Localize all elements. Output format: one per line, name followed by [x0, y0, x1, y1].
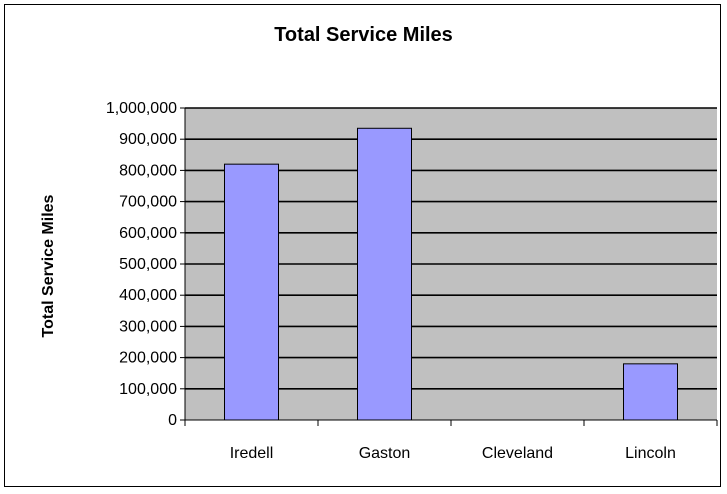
x-tick-label: Iredell [230, 445, 274, 462]
y-tick-label: 900,000 [119, 131, 177, 148]
y-tick-label: 700,000 [119, 194, 177, 211]
x-tick-label: Cleveland [482, 445, 553, 462]
axes [180, 107, 718, 426]
y-tick-label: 400,000 [119, 287, 177, 304]
y-tick-label: 1,000,000 [106, 100, 177, 117]
x-tick-label: Lincoln [625, 445, 676, 462]
y-tick-label: 300,000 [119, 318, 177, 335]
y-tick-label: 100,000 [119, 381, 177, 398]
bar-iredell [224, 163, 279, 421]
bar-gaston [357, 127, 412, 421]
chart-title: Total Service Miles [274, 24, 453, 46]
y-axis-title: Total Service Miles [40, 194, 57, 337]
y-tick-label: 200,000 [119, 350, 177, 367]
y-tick-label: 800,000 [119, 162, 177, 179]
bars [224, 127, 678, 421]
bar-lincoln [623, 363, 678, 421]
y-tick-label: 600,000 [119, 225, 177, 242]
y-tick-label: 500,000 [119, 256, 177, 273]
y-tick-label: 0 [168, 412, 177, 429]
x-tick-label: Gaston [359, 445, 411, 462]
y-tick-labels: 0 100,000 200,000 300,000 400,000 500,000 600,… [106, 100, 177, 429]
x-tick-labels: Iredell Gaston Cleveland Lincoln [230, 445, 676, 462]
